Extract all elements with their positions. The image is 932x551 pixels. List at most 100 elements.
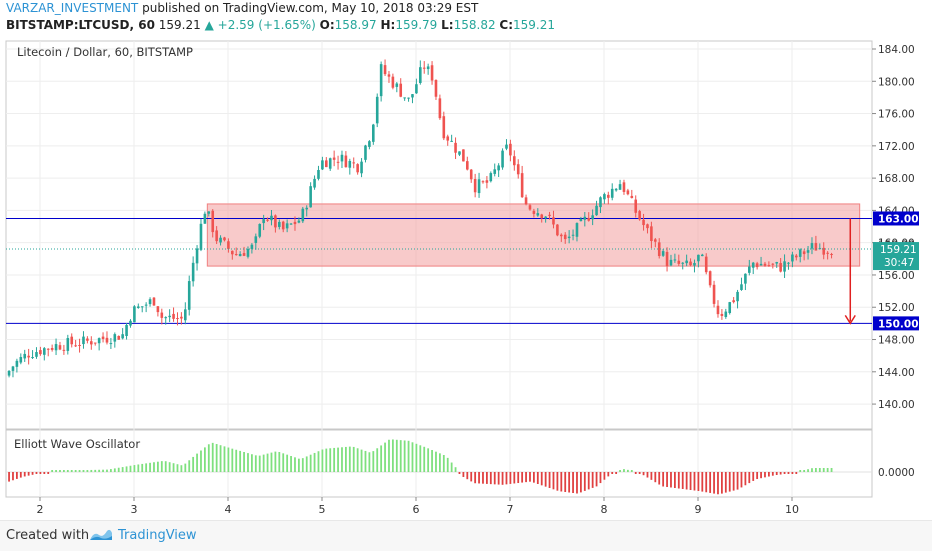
candle-body bbox=[160, 312, 164, 318]
candle-body bbox=[681, 262, 685, 264]
candle-body bbox=[720, 313, 724, 316]
candle-body bbox=[614, 188, 618, 191]
candle-body bbox=[109, 343, 113, 345]
candle-body bbox=[54, 344, 58, 351]
candle-body bbox=[493, 169, 497, 174]
candle-body bbox=[144, 304, 148, 306]
candle-body bbox=[262, 219, 265, 224]
candle-body bbox=[344, 155, 348, 168]
candle-body bbox=[266, 219, 269, 221]
chart-svg[interactable]: 140.00144.00148.00152.00156.00160.00164.… bbox=[0, 36, 932, 520]
candle-body bbox=[595, 205, 598, 216]
time-axis[interactable]: 2 3 4 5 6 7 8 9 10 bbox=[37, 497, 800, 516]
time-axis-label: 10 bbox=[785, 503, 799, 516]
candle-body bbox=[814, 243, 818, 251]
author-link[interactable]: VARZAR_INVESTMENT bbox=[6, 1, 139, 15]
candle-body bbox=[274, 215, 277, 228]
candle-body bbox=[105, 337, 109, 343]
candle-body bbox=[438, 98, 442, 119]
time-axis-label: 6 bbox=[413, 503, 420, 516]
last-price: 159.21 bbox=[158, 18, 201, 32]
projection-arrow bbox=[844, 218, 856, 325]
candle-body bbox=[246, 248, 250, 257]
candle-body bbox=[293, 221, 297, 225]
close-label: C: bbox=[499, 18, 514, 32]
candle-body bbox=[250, 244, 254, 249]
symbol-label: BITSTAMP:LTCUSD, 60 bbox=[6, 18, 155, 32]
tradingview-brand[interactable]: TradingView bbox=[118, 528, 197, 543]
candle-body bbox=[548, 214, 551, 216]
candle-body bbox=[50, 347, 54, 350]
candle-body bbox=[469, 169, 473, 180]
chart-header: VARZAR_INVESTMENT published on TradingVi… bbox=[6, 0, 926, 34]
publish-line: VARZAR_INVESTMENT published on TradingVi… bbox=[6, 0, 926, 17]
candle-body bbox=[622, 182, 626, 192]
candle-body bbox=[442, 116, 446, 139]
candle-body bbox=[278, 221, 281, 227]
candle-body bbox=[528, 205, 532, 210]
candle-body bbox=[184, 309, 187, 321]
candle-body bbox=[156, 306, 160, 313]
candle-body bbox=[458, 151, 461, 155]
oscillator-axis[interactable]: 0.0000 bbox=[878, 467, 915, 479]
candle-body bbox=[775, 262, 779, 264]
candle-body bbox=[215, 230, 218, 242]
candle-body bbox=[309, 186, 312, 208]
candle-body bbox=[798, 249, 802, 257]
candle-body bbox=[505, 144, 508, 149]
level-label-box bbox=[873, 211, 919, 226]
candle-body bbox=[332, 157, 336, 160]
candle-body bbox=[66, 338, 70, 351]
candle-body bbox=[540, 214, 544, 219]
chart-area[interactable]: 140.00144.00148.00152.00156.00160.00164.… bbox=[0, 36, 932, 520]
price-axis[interactable]: 140.00144.00148.00152.00156.00160.00164.… bbox=[872, 44, 919, 411]
level-label: 150.00 bbox=[878, 318, 919, 330]
candle-body bbox=[82, 336, 85, 345]
candle-body bbox=[536, 213, 540, 216]
candle-body bbox=[317, 170, 320, 179]
candle-body bbox=[11, 366, 15, 371]
candle-body bbox=[97, 338, 101, 344]
candle-body bbox=[830, 253, 833, 255]
candle-body bbox=[176, 318, 179, 320]
candle-body bbox=[748, 266, 751, 273]
candle-body bbox=[360, 161, 363, 174]
created-with-text: Created with bbox=[6, 528, 90, 543]
candle-body bbox=[415, 84, 418, 94]
last-price-label: 159.21 bbox=[880, 244, 917, 256]
candle-body bbox=[426, 66, 430, 70]
candle-body bbox=[199, 223, 203, 250]
countdown-label: 30:47 bbox=[884, 257, 914, 269]
candle-body bbox=[430, 65, 434, 81]
time-axis-label: 4 bbox=[225, 503, 232, 516]
candle-body bbox=[771, 263, 775, 265]
candle-body bbox=[575, 223, 579, 237]
tradingview-logo-icon[interactable] bbox=[88, 527, 114, 547]
candle-body bbox=[434, 79, 438, 97]
candle-body bbox=[258, 223, 262, 237]
candle-body bbox=[203, 213, 207, 224]
candle-body bbox=[477, 179, 481, 194]
candle-body bbox=[270, 215, 273, 221]
oscillator-title: Elliott Wave Oscillator bbox=[14, 437, 140, 451]
candle-body bbox=[301, 208, 305, 222]
candle-body bbox=[473, 179, 477, 193]
candle-body bbox=[328, 158, 332, 169]
candle-body bbox=[325, 160, 328, 168]
chart-title: Litecoin / Dollar, 60, BITSTAMP bbox=[17, 45, 193, 59]
candle-body bbox=[7, 370, 11, 376]
candle-body bbox=[810, 243, 814, 249]
candle-body bbox=[395, 83, 399, 87]
candle-body bbox=[693, 262, 696, 266]
oscillator-axis-label: 0.0000 bbox=[878, 467, 915, 479]
candle-body bbox=[74, 345, 77, 347]
candle-body bbox=[93, 342, 97, 344]
time-axis-label: 7 bbox=[507, 503, 514, 516]
candle-body bbox=[368, 141, 371, 147]
candle-body bbox=[759, 263, 763, 266]
candle-body bbox=[238, 253, 242, 257]
candle-body bbox=[610, 188, 614, 198]
price-axis-label: 168.00 bbox=[878, 173, 915, 185]
candle-body bbox=[46, 348, 50, 350]
candle-body bbox=[716, 305, 720, 315]
